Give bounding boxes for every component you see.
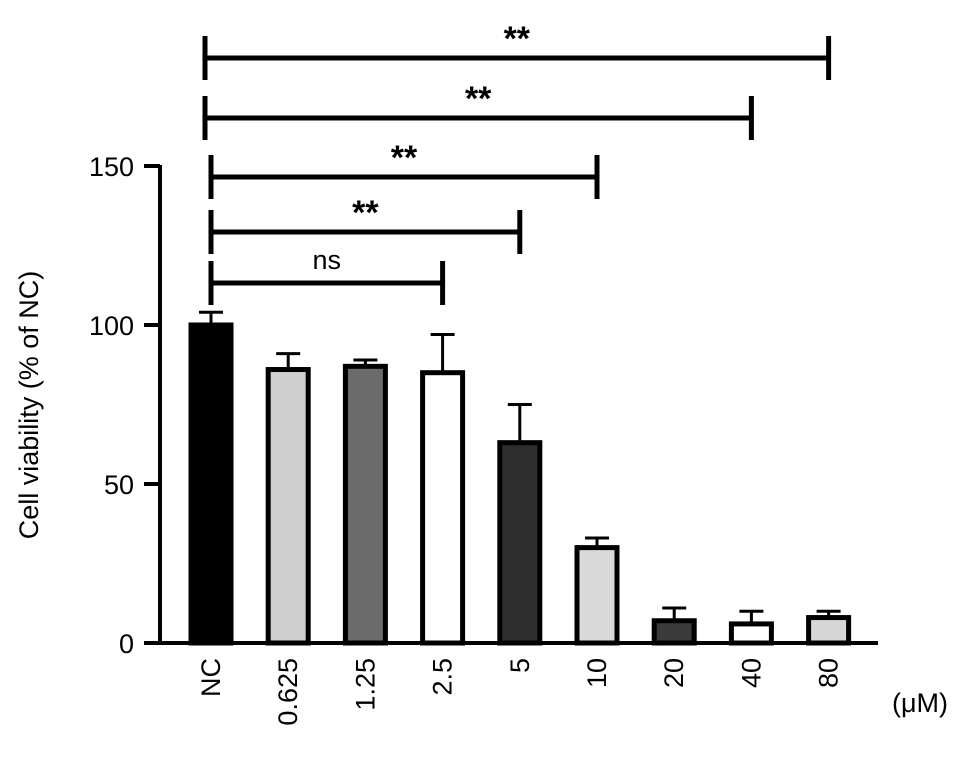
x-tick-label: 80 bbox=[814, 658, 844, 688]
y-tick-label: 50 bbox=[104, 470, 134, 500]
bar bbox=[265, 367, 311, 646]
x-tick-label: 20 bbox=[659, 658, 689, 688]
x-tick-label: NC bbox=[196, 658, 226, 697]
bar bbox=[806, 615, 852, 646]
x-tick-labels: NC 0.625 1.25 2.5 5 10 20 40 80 bbox=[196, 658, 844, 726]
bar bbox=[728, 621, 774, 646]
y-axis-label: Cell viability (% of NC) bbox=[14, 271, 44, 540]
error-bars bbox=[199, 310, 841, 624]
x-tick-label: 1.25 bbox=[350, 658, 380, 711]
bar bbox=[651, 618, 697, 646]
bar bbox=[188, 322, 234, 646]
bar bbox=[574, 545, 620, 646]
x-tick-label: 0.625 bbox=[273, 658, 303, 726]
x-tick-label: 2.5 bbox=[428, 658, 458, 696]
x-tick-label: 5 bbox=[505, 658, 535, 673]
bar bbox=[342, 363, 388, 646]
y-tick-label: 100 bbox=[89, 311, 134, 341]
bar bbox=[420, 370, 466, 646]
significance-brackets: ns ** ** ** ** bbox=[202, 20, 832, 305]
x-tick-label: 40 bbox=[736, 658, 766, 688]
bar bbox=[497, 440, 543, 646]
x-unit-label: (μM) bbox=[892, 688, 948, 718]
y-tick-label: 150 bbox=[89, 152, 134, 182]
significance-label: ** bbox=[352, 194, 379, 232]
significance-label: ** bbox=[465, 80, 492, 118]
significance-label: ns bbox=[313, 245, 342, 275]
significance-label: ** bbox=[504, 20, 531, 58]
y-tick-label: 0 bbox=[119, 629, 134, 659]
x-tick-label: 10 bbox=[582, 658, 612, 688]
bars bbox=[188, 322, 852, 646]
y-ticks: 0 50 100 150 bbox=[89, 152, 160, 659]
significance-label: ** bbox=[391, 139, 418, 177]
